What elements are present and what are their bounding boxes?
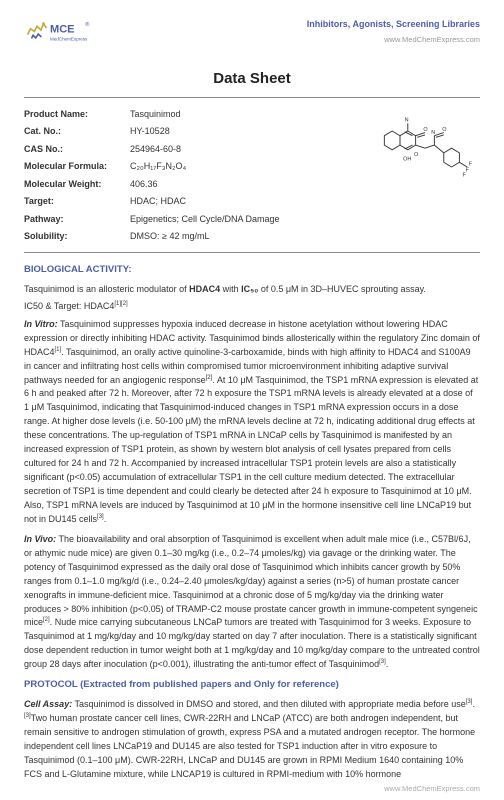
citation-sup: [3] <box>379 659 386 665</box>
period: . <box>472 699 475 709</box>
period: . <box>104 514 107 524</box>
bio-bold: HDAC4 <box>189 284 220 294</box>
product-label: Molecular Weight: <box>24 178 130 192</box>
chemical-structure-icon: N O O N OH O F F F <box>370 106 480 192</box>
rule-top <box>24 97 480 98</box>
tagline: Inhibitors, Agonists, Screening Librarie… <box>307 18 480 32</box>
product-value: Tasquinimod <box>130 108 181 122</box>
header-right: Inhibitors, Agonists, Screening Librarie… <box>307 18 480 45</box>
period: . <box>386 659 389 669</box>
product-value: 254964-60-8 <box>130 143 181 157</box>
citation-sup: [3] <box>97 514 104 520</box>
citation-sup: [2] <box>43 617 50 623</box>
product-row: Molecular Weight: 406.36 <box>24 176 370 194</box>
bio-activity-heading: BIOLOGICAL ACTIVITY: <box>24 263 480 277</box>
product-table: Product Name: Tasquinimod Cat. No.: HY-1… <box>24 106 370 246</box>
invivo-para: In Vivo: The bioavailability and oral ab… <box>24 533 480 672</box>
svg-text:F: F <box>469 161 473 167</box>
svg-text:O: O <box>442 127 446 133</box>
product-row: Cat. No.: HY-10528 <box>24 123 370 141</box>
product-row: Target: HDAC; HDAC <box>24 193 370 211</box>
logo: MCE ® MedChemExpress <box>24 18 102 50</box>
svg-text:®: ® <box>85 21 90 28</box>
cell-assay-para: Cell Assay: Tasquinimod is dissolved in … <box>24 698 480 782</box>
svg-text:MCE: MCE <box>50 24 75 36</box>
product-row: Product Name: Tasquinimod <box>24 106 370 124</box>
cell-assay-label: Cell Assay: <box>24 699 72 709</box>
footer-url: www.MedChemExpress.com <box>384 783 480 794</box>
svg-text:F: F <box>466 167 470 173</box>
svg-text:O: O <box>423 127 427 133</box>
mce-logo-icon: MCE ® MedChemExpress <box>24 18 102 50</box>
cell-text: Tasquinimod is dissolved in DMSO and sto… <box>72 699 466 709</box>
product-row: Solubility: DMSO: ≥ 42 mg/mL <box>24 228 370 246</box>
svg-text:O: O <box>414 152 418 158</box>
invitro-para: In Vitro: Tasquinimod suppresses hypoxia… <box>24 318 480 527</box>
product-label: Molecular Formula: <box>24 160 130 174</box>
product-label: Target: <box>24 195 130 209</box>
product-label: Pathway: <box>24 213 130 227</box>
bio-text: with <box>220 284 241 294</box>
bio-line-2: IC50 & Target: HDAC4[1][2] <box>24 300 480 314</box>
page-title: Data Sheet <box>24 68 480 91</box>
svg-text:N: N <box>405 117 409 123</box>
rule-mid <box>24 252 480 253</box>
citation-sup: [1][2] <box>114 301 127 307</box>
svg-text:OH: OH <box>403 156 411 162</box>
product-label: CAS No.: <box>24 143 130 157</box>
website-top: www.MedChemExpress.com <box>307 34 480 45</box>
svg-text:MedChemExpress: MedChemExpress <box>50 37 88 42</box>
product-value: HY-10528 <box>130 125 170 139</box>
bio-text: Tasquinimod is an allosteric modulator o… <box>24 284 189 294</box>
title-wrap: Data Sheet <box>24 68 480 91</box>
product-row: Molecular Formula: C₂₀H₁₇F₃N₂O₄ <box>24 158 370 176</box>
product-value: C₂₀H₁₇F₃N₂O₄ <box>130 160 186 174</box>
citation-sup: [3] <box>24 713 31 719</box>
invitro-label: In Vitro: <box>24 319 58 329</box>
invivo-text: . Nude mice carrying subcutaneous LNCaP … <box>24 617 480 669</box>
bio-text: IC50 & Target: HDAC4 <box>24 301 114 311</box>
product-row: Pathway: Epigenetics; Cell Cycle/DNA Dam… <box>24 211 370 229</box>
product-row: CAS No.: 254964-60-8 <box>24 141 370 159</box>
bio-text: of 0.5 μM in 3D–HUVEC sprouting assay. <box>258 284 426 294</box>
invivo-text: The bioavailability and oral absorption … <box>24 534 478 628</box>
invivo-label: In Vivo: <box>24 534 56 544</box>
bio-bold: IC₅₀ <box>241 284 258 294</box>
protocol-heading: PROTOCOL (Extracted from published paper… <box>24 678 480 692</box>
cell-text: Two human prostate cancer cell lines, CW… <box>24 713 475 779</box>
header-row: MCE ® MedChemExpress Inhibitors, Agonist… <box>24 18 480 50</box>
invitro-text: . At 10 μM Tasquinimod, the TSP1 mRNA ex… <box>24 375 478 524</box>
page-container: MCE ® MedChemExpress Inhibitors, Agonist… <box>0 0 504 800</box>
bio-line-1: Tasquinimod is an allosteric modulator o… <box>24 283 480 297</box>
product-value: Epigenetics; Cell Cycle/DNA Damage <box>130 213 280 227</box>
product-value: DMSO: ≥ 42 mg/mL <box>130 230 209 244</box>
product-block: Product Name: Tasquinimod Cat. No.: HY-1… <box>24 106 480 246</box>
svg-text:N: N <box>431 130 435 136</box>
product-label: Cat. No.: <box>24 125 130 139</box>
product-label: Solubility: <box>24 230 130 244</box>
product-value: HDAC; HDAC <box>130 195 186 209</box>
product-value: 406.36 <box>130 178 158 192</box>
product-label: Product Name: <box>24 108 130 122</box>
